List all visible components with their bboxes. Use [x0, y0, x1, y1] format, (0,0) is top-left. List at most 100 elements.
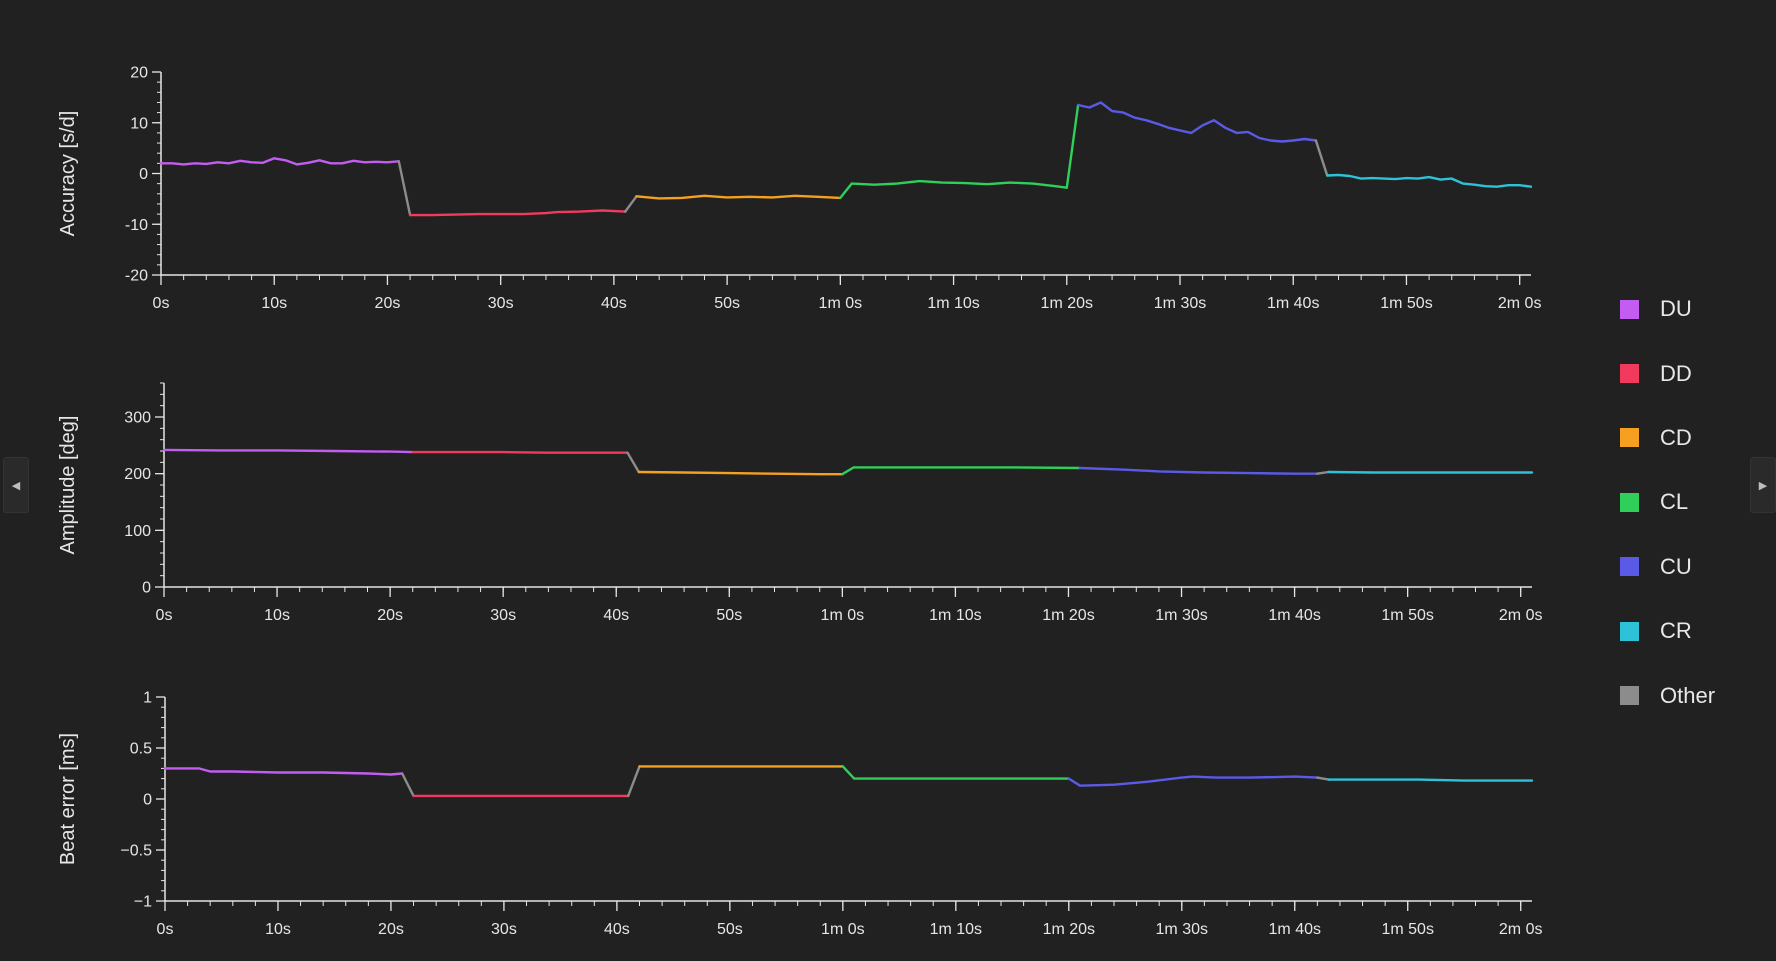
- series-line-cd: [637, 470, 844, 476]
- y-axis-title: Accuracy [s/d]: [57, 111, 79, 237]
- x-tick-label: 1m 10s: [927, 295, 979, 312]
- legend-label-cl: CL: [1660, 489, 1689, 515]
- chevron-left-icon: ◀: [11, 479, 21, 492]
- x-tick-label: 1m 40s: [1267, 295, 1319, 312]
- series-line-other: [397, 160, 412, 217]
- legend-label-cu: CU: [1660, 553, 1692, 579]
- y-tick-label: 20: [130, 65, 148, 82]
- y-tick-label: 0: [139, 166, 148, 183]
- legend-label-other: Other: [1660, 682, 1716, 708]
- x-tick-label: 2m 0s: [1499, 607, 1543, 624]
- legend-item-cd[interactable]: CD: [1620, 406, 1715, 470]
- x-tick-label: 1m 50s: [1381, 921, 1433, 938]
- y-tick-label: 1: [143, 690, 152, 707]
- legend-swatch-cd: [1620, 428, 1639, 448]
- x-tick-label: 0s: [153, 295, 170, 312]
- series-line-cd: [635, 194, 842, 200]
- series-line-cl: [1065, 103, 1080, 189]
- legend-item-cl[interactable]: CL: [1620, 470, 1715, 534]
- legend-swatch-other: [1620, 686, 1639, 706]
- legend-label-dd: DD: [1660, 360, 1692, 386]
- x-tick-label: 10s: [261, 295, 287, 312]
- legend-swatch-dd: [1620, 364, 1639, 384]
- x-tick-label: 1m 10s: [930, 921, 982, 938]
- legend-label-cd: CD: [1660, 424, 1692, 450]
- y-tick-label: 200: [124, 466, 151, 483]
- series-line-other: [1314, 139, 1329, 177]
- y-axis-title: Amplitude [deg]: [57, 416, 79, 555]
- scroll-right-button[interactable]: ▶: [1750, 457, 1776, 513]
- legend-item-cr[interactable]: CR: [1620, 599, 1715, 663]
- y-tick-label: -10: [125, 217, 148, 234]
- legend-item-du[interactable]: DU: [1620, 277, 1715, 341]
- series-line-cu: [1078, 466, 1319, 475]
- y-axis-title: Beat error [ms]: [57, 733, 79, 865]
- x-tick-label: 10s: [264, 607, 290, 624]
- y-tick-label: 10: [130, 115, 148, 132]
- x-tick-label: 30s: [491, 921, 517, 938]
- y-tick-label: 300: [124, 410, 151, 427]
- series-line-other: [626, 451, 640, 474]
- y-tick-label: −0.5: [120, 843, 152, 860]
- x-tick-label: 1m 0s: [821, 921, 865, 938]
- legend-label-cr: CR: [1660, 618, 1692, 644]
- legend-swatch-cr: [1620, 621, 1639, 641]
- series-line-cr: [1327, 778, 1534, 782]
- x-tick-label: 1m 50s: [1380, 295, 1432, 312]
- series-line-cu: [1067, 775, 1319, 787]
- y-tick-label: 0.5: [130, 741, 152, 758]
- y-tick-label: -20: [125, 268, 148, 285]
- x-tick-label: 40s: [604, 921, 630, 938]
- series-line-du: [163, 767, 404, 776]
- series-line-cr: [1325, 173, 1533, 188]
- x-tick-label: 2m 0s: [1499, 921, 1543, 938]
- scroll-left-button[interactable]: ◀: [3, 457, 29, 513]
- x-tick-label: 30s: [488, 295, 514, 312]
- legend-swatch-cl: [1620, 492, 1639, 512]
- legend-swatch-du: [1620, 299, 1639, 319]
- series-line-du: [159, 157, 400, 166]
- x-tick-label: 0s: [157, 921, 174, 938]
- x-tick-label: 1m 20s: [1041, 295, 1093, 312]
- legend-item-cu[interactable]: CU: [1620, 535, 1715, 599]
- x-tick-label: 40s: [601, 295, 627, 312]
- chart-amplitude: 0 100 200 300 0s 10s 20s 30s 40s 50s 1m 0s 1m 10s 1m…: [57, 382, 1543, 624]
- chart-accuracy: -20 -10 0 10 20 0s 10s 20s 30s 40s 50s 1m 0s 1m 10s 1…: [57, 65, 1541, 313]
- x-tick-label: 50s: [717, 921, 743, 938]
- x-tick-label: 1m 30s: [1156, 921, 1208, 938]
- x-tick-label: 50s: [714, 295, 740, 312]
- series-line-other: [627, 765, 641, 798]
- x-tick-label: 1m 20s: [1042, 607, 1094, 624]
- legend-item-other[interactable]: Other: [1620, 663, 1715, 727]
- legend-item-dd[interactable]: DD: [1620, 341, 1715, 405]
- x-tick-label: 40s: [603, 607, 629, 624]
- series-line-dd: [408, 209, 627, 217]
- x-tick-label: 1m 20s: [1043, 921, 1095, 938]
- legend-label-du: DU: [1660, 296, 1692, 322]
- legend-swatch-cu: [1620, 557, 1639, 577]
- series-line-other: [624, 195, 638, 213]
- y-tick-label: −1: [134, 894, 152, 911]
- x-tick-label: 0s: [156, 607, 173, 624]
- x-tick-label: 50s: [716, 607, 742, 624]
- x-tick-label: 1m 10s: [929, 607, 981, 624]
- x-tick-label: 20s: [378, 921, 404, 938]
- series-line-cu: [1076, 101, 1318, 143]
- series-line-other: [401, 772, 415, 798]
- series-line-dd: [411, 450, 629, 454]
- x-tick-label: 2m 0s: [1498, 295, 1542, 312]
- chevron-right-icon: ▶: [1758, 479, 1768, 492]
- x-tick-label: 1m 0s: [819, 295, 863, 312]
- x-tick-label: 30s: [490, 607, 516, 624]
- y-tick-label: 0: [142, 580, 151, 597]
- x-tick-label: 1m 40s: [1269, 921, 1321, 938]
- series-line-cl: [841, 466, 1082, 476]
- series-line-other: [1316, 776, 1330, 781]
- x-tick-label: 1m 40s: [1268, 607, 1320, 624]
- series-line-cl: [841, 765, 1071, 780]
- x-tick-label: 20s: [377, 607, 403, 624]
- x-tick-label: 1m 0s: [821, 607, 865, 624]
- y-tick-label: 0: [143, 792, 152, 809]
- x-tick-label: 1m 30s: [1154, 295, 1206, 312]
